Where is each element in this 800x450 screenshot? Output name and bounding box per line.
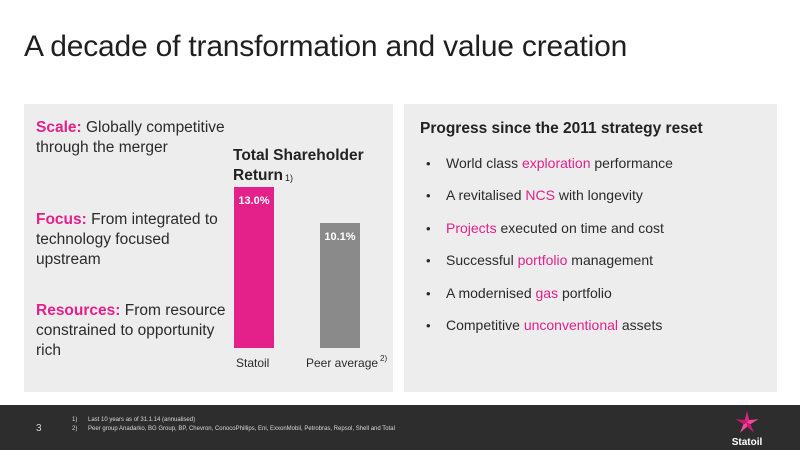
bullet-icon: • <box>426 285 431 301</box>
right-panel: Progress since the 2011 strategy reset •… <box>404 104 777 392</box>
progress-list: • World class exploration performance • A … <box>426 154 673 348</box>
pillar-text: From integrated to technology focused up… <box>36 211 218 268</box>
statoil-star-icon <box>735 411 759 433</box>
item-text: with longevity <box>554 187 643 204</box>
bar-statoil: 13.0% <box>234 187 274 348</box>
footnote-number: 2) <box>72 426 78 432</box>
item-highlight: NCS <box>525 187 555 204</box>
list-item: • A revitalised NCS with longevity <box>426 186 673 218</box>
item-text: performance <box>590 155 673 171</box>
pillar-text: Globally competitive through the merger <box>36 119 225 156</box>
footnote: 1) Last 10 years as of 31.1.14 (annualise… <box>72 416 395 425</box>
item-highlight: unconventional <box>523 316 618 333</box>
left-panel: Scale: Globally competitive through the … <box>24 104 393 392</box>
list-item: • World class exploration performance <box>426 154 673 186</box>
category-text: Statoil <box>236 356 270 370</box>
chart-title: Total Shareholder Return 1) <box>233 146 383 186</box>
item-text: executed on time and cost <box>496 219 664 236</box>
category-text: Peer average <box>306 356 379 370</box>
pillar-key: Focus: <box>36 211 87 228</box>
bullet-icon: • <box>426 220 431 236</box>
pillar-resources: Resources: From resource constrained to … <box>36 301 236 361</box>
chart-title-footnote: 1) <box>284 173 293 183</box>
footnote-text: Peer group Anadarko, BG Group, BP, Chevr… <box>88 426 395 432</box>
item-text: portfolio <box>558 284 612 301</box>
pillar-scale: Scale: Globally competitive through the … <box>36 118 236 158</box>
footer-bar: 3 1) Last 10 years as of 31.1.14 (annuali… <box>0 405 800 450</box>
logo-wordmark: Statoil <box>731 437 763 448</box>
item-highlight: Projects <box>446 219 497 236</box>
bullet-icon: • <box>426 317 431 333</box>
list-item: • Projects executed on time and cost <box>426 219 673 251</box>
category-label-statoil: Statoil <box>236 356 269 370</box>
list-item: • Successful portfolio management <box>426 251 673 283</box>
bullet-icon: • <box>426 156 431 171</box>
bar-value-label: 10.1% <box>324 231 356 243</box>
item-text: assets <box>618 316 663 333</box>
footnote-text: Last 10 years as of 31.1.14 (annualised) <box>88 417 196 423</box>
item-highlight: portfolio <box>517 252 568 269</box>
list-item: • Competitive unconventional assets <box>426 316 673 348</box>
bar-value-label: 13.0% <box>238 195 270 207</box>
footnote-number: 1) <box>72 417 78 423</box>
item-text: Competitive <box>446 316 524 333</box>
pillar-key: Scale: <box>36 119 82 136</box>
item-text: World class <box>446 155 522 171</box>
footnote: 2) Peer group Anadarko, BG Group, BP, Che… <box>72 425 395 434</box>
pillar-text: From resource constrained to opportunity… <box>36 302 226 359</box>
chart-title-text: Total Shareholder Return <box>233 147 364 184</box>
item-highlight: exploration <box>521 155 591 171</box>
item-highlight: gas <box>535 284 559 301</box>
slide-title: A decade of transformation and value cre… <box>24 30 628 63</box>
pillar-key: Resources: <box>36 302 121 319</box>
statoil-logo: Statoil <box>722 409 772 449</box>
item-text: A revitalised <box>446 187 526 204</box>
bullet-icon: • <box>426 188 431 204</box>
item-text: A modernised <box>446 284 536 301</box>
item-text: Successful <box>446 252 518 269</box>
bullet-icon: • <box>426 253 431 269</box>
page-number: 3 <box>36 423 42 434</box>
item-text: management <box>567 252 654 269</box>
category-label-peer-average: Peer average 2) <box>306 354 388 370</box>
bar-peer-average: 10.1% <box>320 223 360 348</box>
progress-title: Progress since the 2011 strategy reset <box>420 120 703 137</box>
pillar-focus: Focus: From integrated to technology foc… <box>36 210 236 270</box>
footnotes: 1) Last 10 years as of 31.1.14 (annualise… <box>72 416 395 434</box>
list-item: • A modernised gas portfolio <box>426 284 673 316</box>
category-footnote: 2) <box>380 354 388 363</box>
